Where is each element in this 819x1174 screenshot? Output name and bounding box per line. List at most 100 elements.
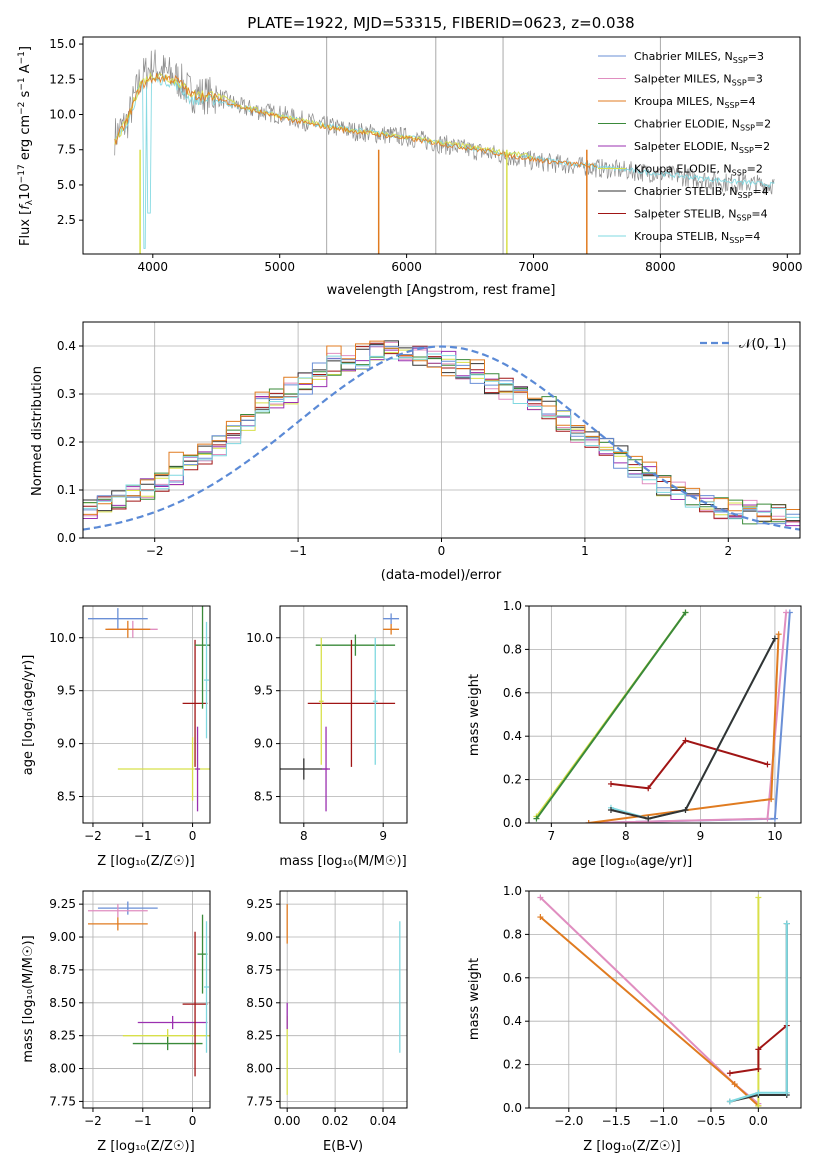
mass-weight-marker bbox=[726, 1070, 733, 1077]
x-tick-label: −2 bbox=[146, 544, 164, 558]
legend-suffix: =3 bbox=[747, 73, 763, 86]
x-tick-label: −1.0 bbox=[649, 1114, 678, 1128]
axes-frame bbox=[528, 605, 802, 824]
x-tick-label: 9 bbox=[379, 829, 387, 843]
mass-weight-line bbox=[539, 896, 760, 1105]
spectrum-ylabel: Flux [fλ10−17 erg cm−2 s−1 A−1] bbox=[17, 46, 35, 246]
y-tick-label: 0.0 bbox=[57, 531, 76, 545]
mass-vs-z-ylabel: mass [log₁₀(M/M☉)] bbox=[21, 935, 36, 1062]
y-tick-label: 8.5 bbox=[254, 790, 273, 804]
mass-weight-marker bbox=[783, 920, 790, 927]
legend-label: Kroupa MILES, NSSP=4 bbox=[634, 95, 756, 110]
ylabel-part: A bbox=[18, 64, 33, 77]
mass-weight-marker bbox=[682, 737, 689, 744]
y-tick-label: 8.50 bbox=[49, 996, 76, 1010]
x-tick-label: 6000 bbox=[391, 260, 422, 274]
mass-vs-z-plot: −2 −1 0 7.75 8.00 8.25 8.50 8.75 9.00 9.25 bbox=[49, 890, 211, 1128]
mass-weight-marker bbox=[783, 1089, 790, 1096]
massweight-vs-z-ylabel: mass weight bbox=[467, 958, 482, 1040]
legend-suffix: =3 bbox=[748, 50, 764, 63]
spectrum-plot: 4000 5000 6000 7000 8000 9000 2.5 5.0 7.5 10.0 12.… bbox=[49, 36, 803, 274]
spectrum-series-line bbox=[114, 49, 775, 195]
legend-subscript: SSP bbox=[738, 191, 753, 200]
mass-weight-marker bbox=[783, 609, 790, 616]
y-tick-label: 7.75 bbox=[49, 1094, 76, 1108]
x-tick-label: 5000 bbox=[264, 260, 295, 274]
gaussian-curve bbox=[83, 345, 800, 531]
axes-frame bbox=[82, 36, 801, 255]
axes-frame bbox=[279, 890, 408, 1109]
ylabel-part: −2 bbox=[17, 102, 27, 115]
x-tick-label: 0 bbox=[189, 1114, 197, 1128]
y-tick-label: 5.0 bbox=[57, 178, 76, 192]
y-tick-label: 0.6 bbox=[503, 971, 522, 985]
mass-weight-marker bbox=[537, 914, 544, 921]
y-tick-label: 8.25 bbox=[49, 1029, 76, 1043]
x-tick-label: 0.00 bbox=[274, 1114, 301, 1128]
mass-weight-line bbox=[610, 638, 776, 820]
spectrum-series-line bbox=[114, 73, 598, 169]
y-tick-label: 9.00 bbox=[49, 930, 76, 944]
mass-weight-marker bbox=[645, 815, 652, 822]
plot-area bbox=[286, 904, 401, 1095]
residual-histogram bbox=[83, 347, 800, 527]
residual-xlabel: (data-model)/error bbox=[381, 568, 502, 583]
ylabel-part: −1 bbox=[17, 51, 27, 64]
mass-weight-marker bbox=[771, 635, 778, 642]
age-vs-mass-xlabel: mass [log₁₀(M/M☉)] bbox=[279, 854, 406, 869]
residual-ylabel: Normed distribution bbox=[30, 366, 45, 496]
y-tick-label: 7.5 bbox=[57, 143, 76, 157]
mass-weight-marker bbox=[768, 796, 775, 803]
mass-weight-marker bbox=[771, 815, 778, 822]
y-tick-label: 0.8 bbox=[503, 927, 522, 941]
ylabel-part: ] bbox=[18, 46, 33, 51]
mass-vs-ebv-plot: 0.00 0.02 0.04 7.75 8.00 8.25 8.50 8.75 9.00 9.25 bbox=[246, 890, 408, 1128]
x-tick-label: −2 bbox=[84, 829, 102, 843]
y-tick-label: 0.4 bbox=[503, 1014, 522, 1028]
legend-label: Chabrier STELIB, NSSP=4 bbox=[634, 185, 769, 200]
plot-area bbox=[533, 609, 793, 823]
ylabel-part: 10 bbox=[18, 183, 33, 200]
x-tick-label: −1.5 bbox=[602, 1114, 631, 1128]
y-tick-label: 0.2 bbox=[503, 773, 522, 787]
y-tick-label: 7.75 bbox=[246, 1094, 273, 1108]
mass-weight-line bbox=[588, 612, 791, 823]
legend-subscript: SSP bbox=[739, 146, 754, 155]
axes-frame bbox=[528, 890, 802, 1109]
legend-subscript: SSP bbox=[729, 236, 744, 245]
y-tick-label: 12.5 bbox=[49, 72, 76, 86]
y-tick-label: 15.0 bbox=[49, 37, 76, 51]
mass-weight-line bbox=[539, 916, 760, 1107]
mass-weight-marker bbox=[607, 806, 614, 813]
legend-suffix: =2 bbox=[747, 163, 763, 176]
legend-label: Chabrier MILES, NSSP=3 bbox=[634, 50, 764, 65]
plot-area bbox=[537, 894, 790, 1108]
mass-weight-line bbox=[588, 612, 788, 823]
spectrum-legend: Chabrier MILES, NSSP=3 Salpeter MILES, NS… bbox=[598, 50, 771, 245]
age-vs-z-plot: −2 −1 0 8.5 9.0 9.5 10.0 bbox=[49, 605, 211, 843]
massweight-vs-age-xlabel: age [log₁₀(age/yr)] bbox=[572, 854, 693, 869]
plot-area bbox=[87, 901, 210, 1077]
legend-label: Kroupa STELIB, NSSP=4 bbox=[634, 230, 760, 245]
mass-vs-ebv-xlabel: E(B-V) bbox=[323, 1139, 363, 1154]
x-tick-label: −2 bbox=[84, 1114, 102, 1128]
mass-weight-line bbox=[729, 1024, 788, 1075]
legend-subscript: SSP bbox=[724, 101, 739, 110]
x-tick-label: 0 bbox=[438, 544, 446, 558]
axes-frame bbox=[82, 605, 211, 824]
legend-label: Chabrier ELODIE, NSSP=2 bbox=[634, 118, 771, 133]
ylabel-part: −1 bbox=[17, 77, 27, 90]
age-vs-z-xlabel: Z [log₁₀(Z/Z☉)] bbox=[97, 854, 194, 869]
x-tick-label: 0.02 bbox=[322, 1114, 349, 1128]
legend-label: Salpeter STELIB, NSSP=4 bbox=[634, 208, 768, 223]
y-tick-label: 9.5 bbox=[57, 684, 76, 698]
mass-weight-marker bbox=[764, 815, 771, 822]
y-tick-label: 9.0 bbox=[254, 737, 273, 751]
y-tick-label: 8.50 bbox=[246, 996, 273, 1010]
x-tick-label: −1 bbox=[134, 1114, 152, 1128]
legend-label: 𝒩(0, 1) bbox=[739, 337, 786, 352]
x-tick-label: 1 bbox=[581, 544, 589, 558]
ylabel-part: λ bbox=[25, 199, 35, 205]
mass-weight-marker bbox=[731, 1081, 738, 1088]
